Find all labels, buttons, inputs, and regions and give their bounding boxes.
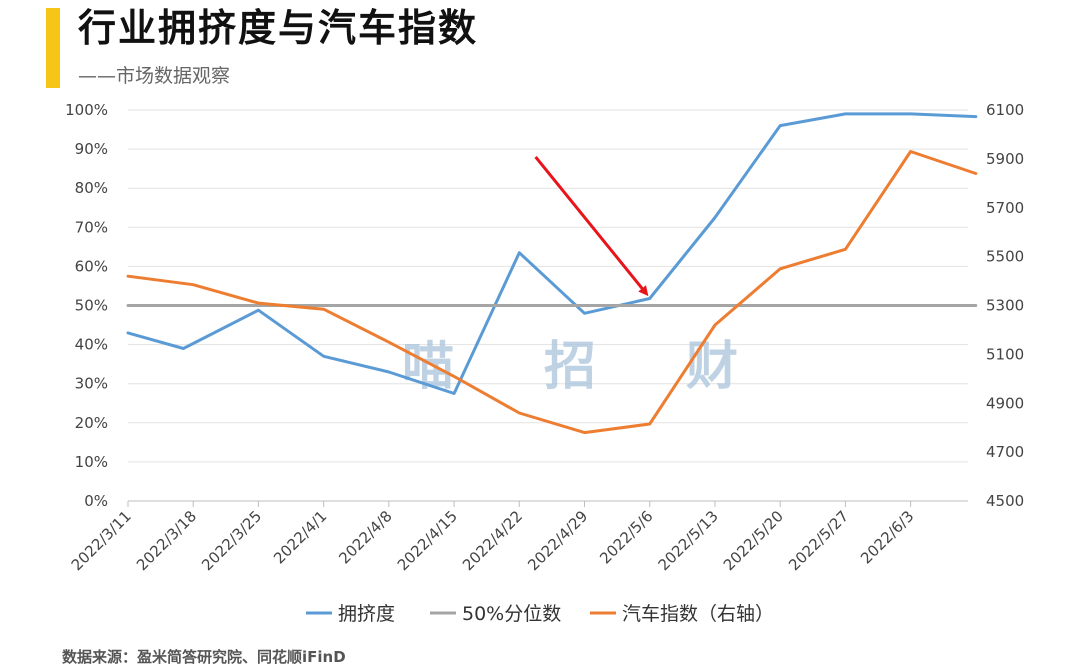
data-source-note: 数据来源：盈米简答研究院、同花顺iFinD (62, 648, 346, 666)
left-axis-tick-label: 30% (75, 375, 108, 393)
right-axis-tick-label: 5500 (986, 248, 1024, 266)
left-axis-tick-label: 70% (75, 218, 108, 236)
x-axis-tick-label: 2022/6/3 (857, 507, 917, 567)
right-axis-tick-label: 5700 (986, 199, 1024, 217)
x-axis-tick-label: 2022/5/27 (785, 507, 852, 574)
watermark-char: 招 (544, 337, 596, 397)
x-axis-tick-label: 2022/4/1 (270, 507, 330, 567)
legend-label: 拥挤度 (338, 603, 395, 625)
left-axis-tick-label: 60% (75, 257, 108, 275)
legend-label: 汽车指数（右轴） (622, 603, 774, 625)
left-axis-tick-label: 20% (75, 414, 108, 432)
x-axis-tick-label: 2022/4/29 (524, 507, 591, 574)
x-axis-tick-label: 2022/4/22 (459, 507, 526, 574)
x-axis-tick-label: 2022/4/8 (335, 507, 395, 567)
watermark-char: 财 (686, 337, 738, 397)
left-axis-tick-label: 50% (75, 297, 108, 315)
left-axis-tick-label: 10% (75, 453, 108, 471)
left-axis-tick-label: 90% (75, 140, 108, 158)
x-axis-tick-label: 2022/5/13 (655, 507, 722, 574)
x-axis-tick-label: 2022/5/6 (596, 507, 656, 567)
legend-label: 50%分位数 (462, 603, 561, 625)
right-axis-tick-label: 4700 (986, 443, 1024, 461)
right-axis-tick-label: 4500 (986, 492, 1024, 510)
left-axis-tick-label: 0% (84, 492, 108, 510)
series-line-拥挤度 (126, 112, 978, 395)
x-axis-tick-label: 2022/3/11 (68, 507, 135, 574)
page-title: 行业拥挤度与汽车指数 (78, 6, 479, 50)
x-axis-tick-label: 2022/4/15 (394, 507, 461, 574)
page-subtitle: ——市场数据观察 (78, 65, 231, 87)
x-axis-tick-label: 2022/3/18 (133, 507, 200, 574)
x-axis-tick-label: 2022/5/20 (720, 507, 787, 574)
right-axis-tick-label: 5300 (986, 297, 1024, 315)
left-axis-tick-label: 40% (75, 336, 108, 354)
annotation-arrow (534, 155, 649, 297)
x-axis-tick-label: 2022/3/25 (198, 507, 265, 574)
left-axis-tick-label: 100% (65, 101, 108, 119)
title-accent-bar (46, 8, 60, 88)
right-axis-tick-label: 6100 (986, 101, 1024, 119)
right-axis-tick-label: 5100 (986, 345, 1024, 363)
right-axis-tick-label: 4900 (986, 394, 1024, 412)
left-axis-tick-label: 80% (75, 179, 108, 197)
watermark-char: 喵 (402, 337, 454, 397)
right-axis-tick-label: 5900 (986, 150, 1024, 168)
series-line-汽车指数（右轴） (126, 150, 978, 435)
